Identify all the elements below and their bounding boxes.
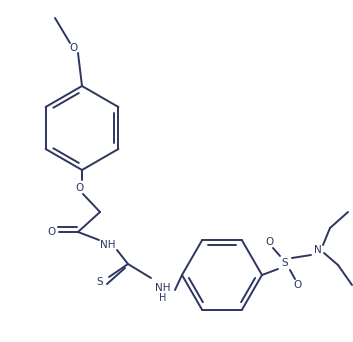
- Text: O: O: [70, 43, 78, 53]
- Text: N: N: [314, 245, 322, 255]
- Text: O: O: [76, 183, 84, 193]
- Text: NH: NH: [155, 283, 171, 293]
- Text: S: S: [97, 277, 103, 287]
- Text: H: H: [159, 293, 167, 303]
- Text: S: S: [282, 258, 288, 268]
- Text: O: O: [266, 237, 274, 247]
- Text: O: O: [48, 227, 56, 237]
- Text: NH: NH: [100, 240, 116, 250]
- Text: O: O: [294, 280, 302, 290]
